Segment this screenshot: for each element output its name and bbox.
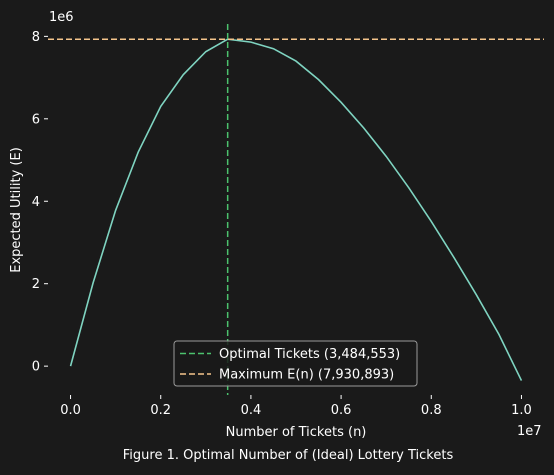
x-tick-label: 0.6 (331, 403, 352, 418)
x-tick-label: 0.0 (60, 403, 81, 418)
x-axis-label: Number of Tickets (n) (226, 425, 367, 440)
legend-box (173, 340, 418, 387)
x-tick-label: 0.2 (150, 403, 171, 418)
y-axis-label: Expected Utility (E) (9, 147, 24, 273)
plot-area (48, 24, 544, 395)
legend-label-optimal: Optimal Tickets (3,484,553) (219, 347, 400, 362)
series-line-0 (69, 38, 523, 381)
y-tick-label: 2 (32, 277, 40, 292)
legend-label-maximum: Maximum E(n) (7,930,893) (219, 368, 394, 383)
y-axis-offset-label: 1e6 (49, 10, 74, 25)
figure-caption: Figure 1. Optimal Number of (Ideal) Lott… (123, 448, 454, 463)
y-tick-label: 0 (32, 360, 40, 375)
x-tick-label: 0.8 (421, 403, 442, 418)
y-tick-label: 6 (32, 112, 40, 127)
x-axis-offset-label: 1e7 (517, 424, 542, 439)
y-tick-label: 8 (32, 30, 40, 45)
y-tick-label: 4 (32, 195, 40, 210)
x-tick-label: 1.0 (511, 403, 532, 418)
x-tick-label: 0.4 (241, 403, 262, 418)
legend: Optimal Tickets (3,484,553) Maximum E(n)… (173, 340, 418, 387)
axes: 0.0 0.2 0.4 0.6 0.8 1.0 0 2 4 6 8 (32, 30, 532, 418)
